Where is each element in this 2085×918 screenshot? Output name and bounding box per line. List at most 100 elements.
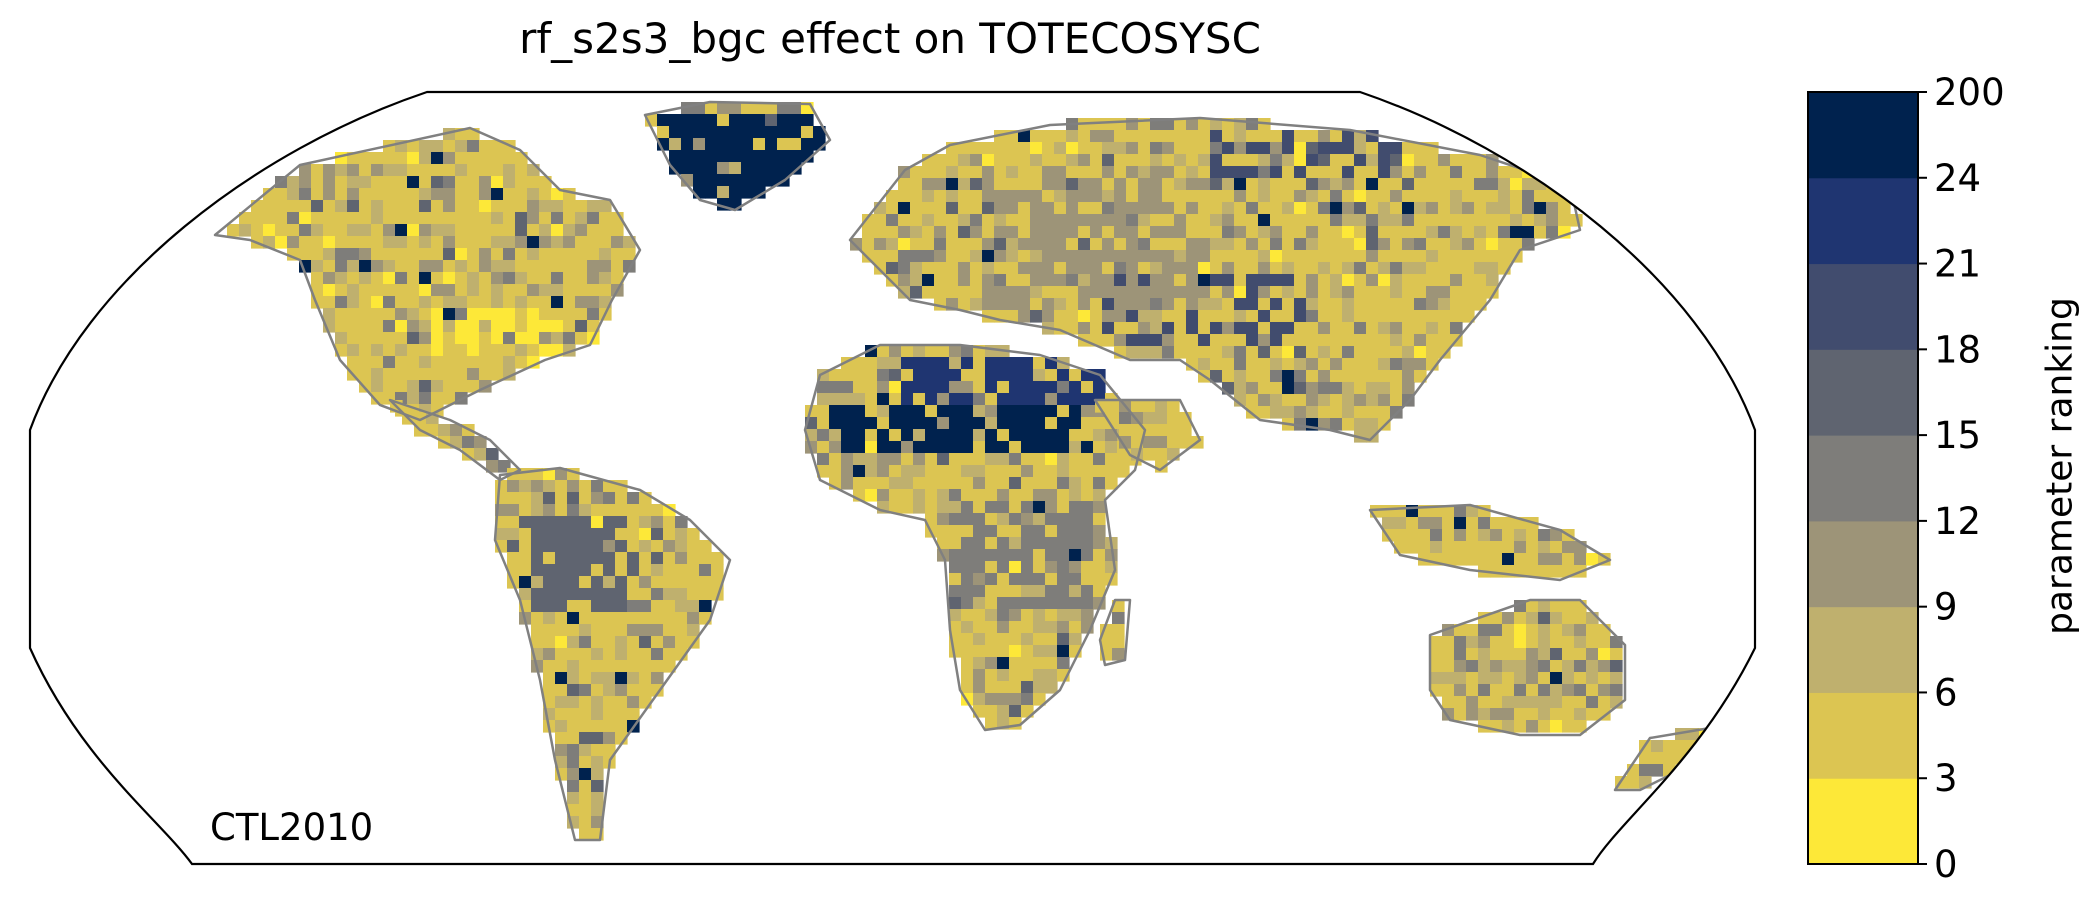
grid-cell xyxy=(1138,202,1151,215)
grid-cell xyxy=(443,284,456,297)
grid-cell xyxy=(1174,274,1187,287)
grid-cell xyxy=(1318,166,1331,179)
grid-cell xyxy=(910,214,923,227)
grid-cell xyxy=(1090,274,1103,287)
grid-cell xyxy=(937,441,950,454)
grid-cell xyxy=(443,152,456,165)
grid-cell xyxy=(1210,178,1223,191)
grid-cell xyxy=(1021,405,1034,418)
grid-cell xyxy=(898,178,911,191)
grid-cell xyxy=(491,296,504,309)
grid-cell xyxy=(817,417,830,430)
grid-cell xyxy=(1366,166,1379,179)
grid-cell xyxy=(1366,202,1379,215)
grid-cell xyxy=(705,126,718,139)
grid-cell xyxy=(1042,274,1055,287)
grid-cell xyxy=(1574,660,1587,673)
grid-cell xyxy=(1342,190,1355,203)
grid-cell xyxy=(639,504,652,517)
grid-cell xyxy=(1514,529,1527,542)
grid-cell xyxy=(1514,708,1527,721)
grid-cell xyxy=(1450,274,1463,287)
grid-cell xyxy=(973,357,986,370)
grid-cell xyxy=(958,226,971,239)
grid-cell xyxy=(1366,322,1379,335)
grid-cell xyxy=(705,150,718,163)
grid-cell xyxy=(817,381,830,394)
grid-cell xyxy=(1466,517,1479,530)
grid-cell xyxy=(371,164,384,177)
grid-cell xyxy=(1179,436,1192,449)
colorbar-tick-label: 200 xyxy=(1934,71,2005,114)
grid-cell xyxy=(1534,190,1547,203)
grid-cell xyxy=(777,162,790,175)
grid-cell xyxy=(801,138,814,151)
grid-cell xyxy=(817,429,830,442)
grid-cell xyxy=(1402,286,1415,299)
grid-cell xyxy=(395,272,408,285)
grid-cell xyxy=(949,501,962,514)
grid-cell xyxy=(1021,477,1034,490)
grid-cell xyxy=(407,272,420,285)
grid-cell xyxy=(1138,310,1151,323)
grid-cell xyxy=(1306,190,1319,203)
grid-cell xyxy=(1258,142,1271,155)
grid-cell xyxy=(829,369,842,382)
grid-cell xyxy=(994,154,1007,167)
grid-cell xyxy=(1318,274,1331,287)
grid-cell xyxy=(1006,166,1019,179)
grid-cell xyxy=(1414,262,1427,275)
grid-cell xyxy=(1102,238,1115,251)
grid-cell xyxy=(1045,609,1058,622)
grid-cell xyxy=(651,540,664,553)
grid-cell xyxy=(467,236,480,249)
grid-cell xyxy=(1138,214,1151,227)
grid-cell xyxy=(1382,517,1395,530)
grid-cell xyxy=(717,150,730,163)
grid-cell xyxy=(1033,657,1046,670)
grid-cell xyxy=(1222,334,1235,347)
grid-cell xyxy=(949,465,962,478)
grid-cell xyxy=(543,468,556,481)
grid-cell xyxy=(1222,142,1235,155)
grid-cell xyxy=(431,344,444,357)
coastline-greenland xyxy=(643,100,832,212)
grid-cell xyxy=(443,356,456,369)
grid-cell xyxy=(1138,142,1151,155)
grid-cell xyxy=(651,624,664,637)
grid-cell xyxy=(431,356,444,369)
grid-cell xyxy=(227,224,240,237)
grid-cell xyxy=(1078,286,1091,299)
grid-cell xyxy=(527,356,540,369)
grid-cell xyxy=(973,453,986,466)
grid-cell xyxy=(1009,609,1022,622)
grid-cell xyxy=(997,573,1010,586)
grid-cell xyxy=(913,345,926,358)
grid-cell xyxy=(615,684,628,697)
grid-cell xyxy=(1081,489,1094,502)
grid-cell xyxy=(1198,322,1211,335)
grid-cell xyxy=(359,200,372,213)
grid-cell xyxy=(1078,214,1091,227)
grid-cell xyxy=(1306,382,1319,395)
grid-cell xyxy=(1234,154,1247,167)
grid-cell xyxy=(1402,358,1415,371)
grid-cell xyxy=(543,672,556,685)
grid-cell xyxy=(1354,238,1367,251)
grid-cell xyxy=(1045,513,1058,526)
grid-cell xyxy=(1306,178,1319,191)
grid-cell xyxy=(563,200,576,213)
grid-cell xyxy=(1390,334,1403,347)
grid-cell xyxy=(587,224,600,237)
grid-cell xyxy=(407,164,420,177)
grid-cell xyxy=(973,549,986,562)
grid-cell xyxy=(371,152,384,165)
grid-cell xyxy=(479,140,492,153)
grid-cell xyxy=(539,284,552,297)
grid-cell xyxy=(1294,322,1307,335)
grid-cell xyxy=(431,380,444,393)
grid-cell xyxy=(579,576,592,589)
grid-cell xyxy=(961,657,974,670)
grid-cell xyxy=(1150,154,1163,167)
grid-cell xyxy=(970,250,983,263)
